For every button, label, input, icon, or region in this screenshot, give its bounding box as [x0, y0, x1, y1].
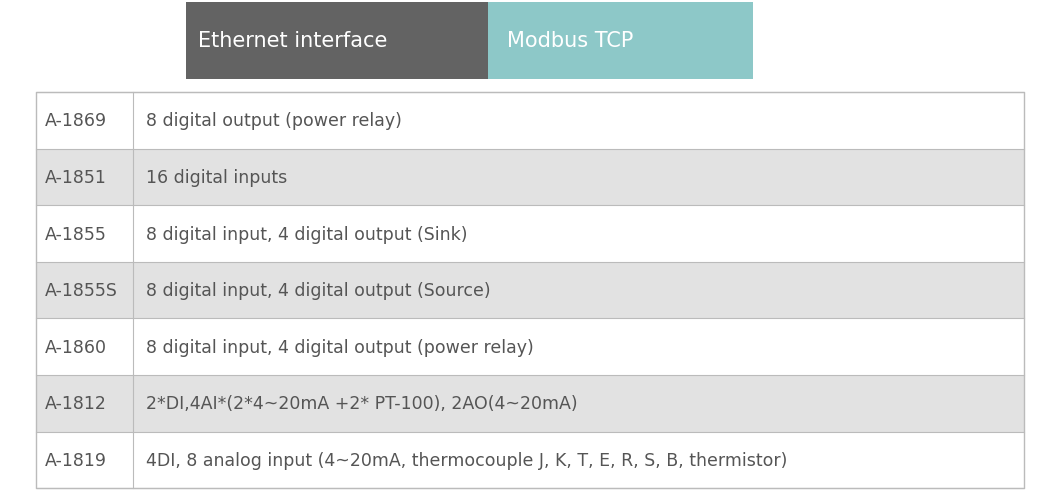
Text: A-1869: A-1869: [45, 112, 107, 130]
FancyBboxPatch shape: [488, 3, 753, 80]
Text: A-1855S: A-1855S: [45, 282, 118, 300]
FancyBboxPatch shape: [36, 149, 1024, 206]
FancyBboxPatch shape: [36, 263, 1024, 319]
Text: 16 digital inputs: 16 digital inputs: [145, 168, 287, 186]
Text: Ethernet interface: Ethernet interface: [198, 32, 388, 51]
FancyBboxPatch shape: [186, 3, 488, 80]
Text: 8 digital output (power relay): 8 digital output (power relay): [145, 112, 402, 130]
Text: 4DI, 8 analog input (4~20mA, thermocouple J, K, T, E, R, S, B, thermistor): 4DI, 8 analog input (4~20mA, thermocoupl…: [145, 451, 787, 469]
Text: A-1855: A-1855: [45, 225, 106, 243]
Text: 2*DI,4AI*(2*4~20mA +2* PT-100), 2AO(4~20mA): 2*DI,4AI*(2*4~20mA +2* PT-100), 2AO(4~20…: [145, 395, 578, 413]
Text: Modbus TCP: Modbus TCP: [507, 32, 633, 51]
FancyBboxPatch shape: [36, 206, 1024, 263]
FancyBboxPatch shape: [36, 375, 1024, 432]
Text: A-1819: A-1819: [45, 451, 106, 469]
Text: 8 digital input, 4 digital output (Source): 8 digital input, 4 digital output (Sourc…: [145, 282, 490, 300]
FancyBboxPatch shape: [36, 93, 1024, 149]
FancyBboxPatch shape: [36, 432, 1024, 488]
Text: A-1860: A-1860: [45, 338, 106, 356]
Text: A-1851: A-1851: [45, 168, 106, 186]
FancyBboxPatch shape: [36, 319, 1024, 375]
Text: A-1812: A-1812: [45, 395, 106, 413]
Text: 8 digital input, 4 digital output (Sink): 8 digital input, 4 digital output (Sink): [145, 225, 467, 243]
Text: 8 digital input, 4 digital output (power relay): 8 digital input, 4 digital output (power…: [145, 338, 533, 356]
